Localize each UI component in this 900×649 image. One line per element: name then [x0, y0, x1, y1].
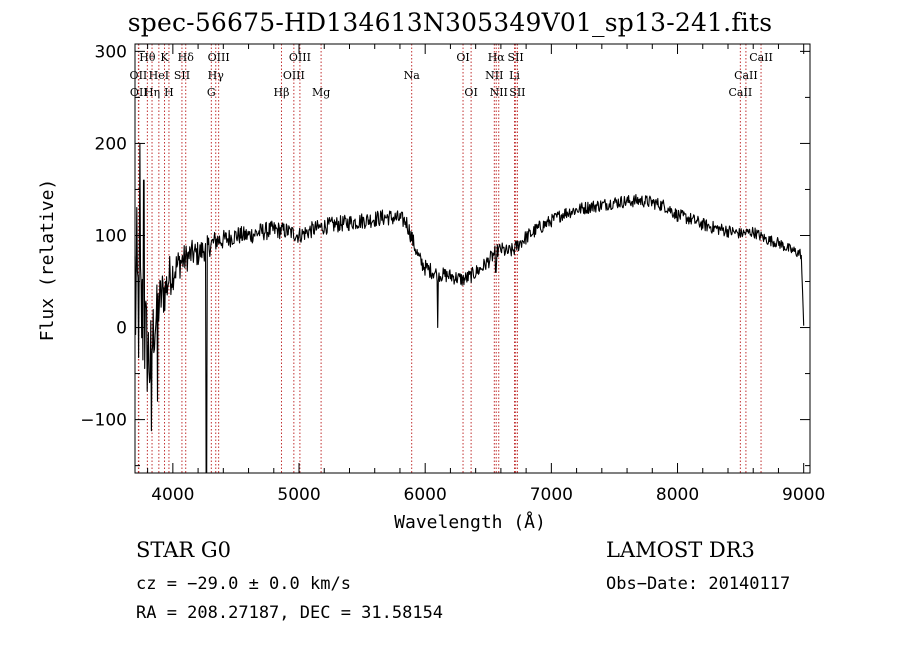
spectral-line-markers [137, 44, 762, 473]
survey-name: LAMOST DR3 [606, 538, 755, 562]
spectral-line-label: OII [130, 69, 148, 82]
spectral-line-label: OII [130, 86, 148, 99]
spectral-line-label: Hβ [274, 86, 290, 99]
spectral-line-label: Hη [144, 86, 160, 99]
x-tick-label: 6000 [404, 485, 447, 505]
spectral-line-label: OIII [289, 51, 311, 64]
spectral-line-label: NII [490, 86, 508, 99]
y-axis-label: Flux (relative) [37, 179, 58, 342]
spectral-line-label: OIII [208, 51, 230, 64]
spectral-line-label: SII [509, 86, 525, 99]
x-tick-label: 9000 [782, 485, 825, 505]
axes: 4000 5000 6000 7000 8000 9000 −100 0 100 200 300 [80, 42, 825, 505]
spectral-line-label: Na [404, 69, 421, 82]
spectral-line-label: Hδ [178, 51, 195, 64]
observation-date: Obs−Date: 20140117 [606, 574, 791, 594]
spectral-line-label: Hθ [139, 51, 156, 64]
spectral-line-label: OIII [283, 69, 305, 82]
spectral-line-label: OI [464, 86, 477, 99]
spectral-line-label: CaII [729, 86, 753, 99]
x-axis-label: Wavelength (Å) [394, 511, 546, 533]
spectral-line-label: Li [509, 69, 520, 82]
y-tick-label: 100 [95, 226, 127, 246]
x-tick-label: 7000 [530, 485, 573, 505]
plot-frame [134, 43, 811, 474]
y-tick-label: 300 [95, 42, 127, 62]
spectral-line-label: CaII [734, 69, 758, 82]
spectral-line-label: Hα [488, 51, 506, 64]
y-tick-label: 200 [95, 134, 127, 154]
spectral-line-label: H [164, 86, 174, 99]
y-tick-label: 0 [116, 319, 127, 339]
spectral-line-label: G [207, 86, 216, 99]
spectral-line-label: Mg [312, 86, 330, 99]
chart-title: spec-56675-HD134613N305349V01_sp13-241.f… [127, 8, 773, 37]
ra-dec-readout: RA = 208.27187, DEC = 31.58154 [136, 603, 444, 623]
x-tick-label: 5000 [277, 485, 320, 505]
spectral-line-label: Hγ [208, 69, 225, 82]
spectral-line-label: K [160, 51, 169, 64]
spectrum-series [134, 142, 805, 474]
spectral-line-label: OI [456, 51, 469, 64]
spectral-line-label: CaII [749, 51, 773, 64]
spectral-line-label: SII [174, 69, 190, 82]
spectral-line-label: SII [508, 51, 524, 64]
redshift-readout: cz = −29.0 ± 0.0 km/s [136, 574, 351, 594]
spectral-line-label: NII [485, 69, 503, 82]
x-tick-label: 4000 [151, 485, 194, 505]
y-tick-label: −100 [80, 411, 127, 431]
star-classification: STAR G0 [136, 538, 232, 562]
spectral-line-label: HeI [149, 69, 169, 82]
spectrum-line [134, 142, 805, 474]
x-tick-label: 8000 [656, 485, 699, 505]
